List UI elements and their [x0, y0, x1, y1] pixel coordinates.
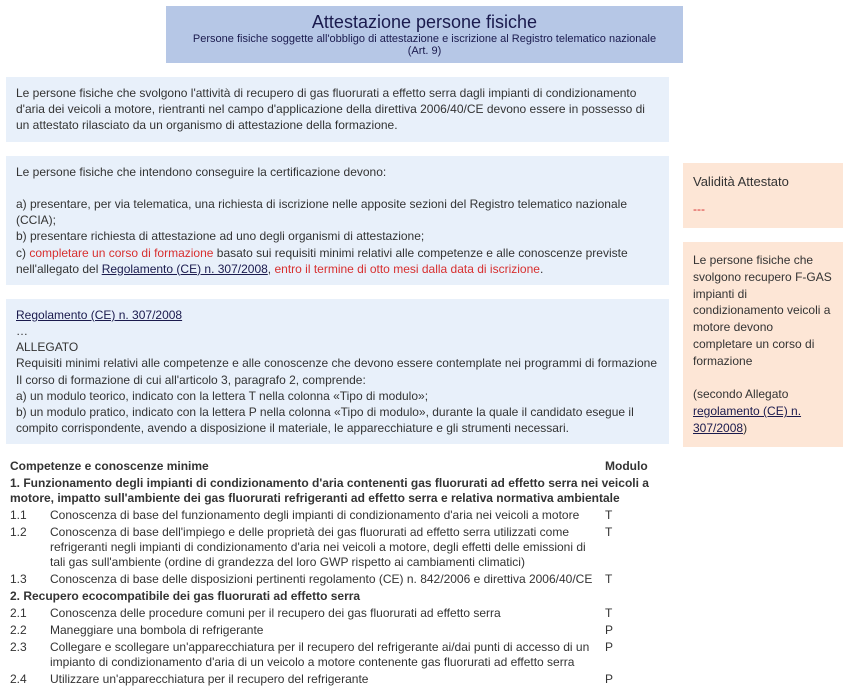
- side-note-prefix: (secondo Allegato: [693, 387, 788, 401]
- validity-box: Validità Attestato ---: [683, 163, 843, 228]
- regulation-b: b) un modulo pratico, indicato con la le…: [16, 405, 634, 435]
- row-num: 1.3: [6, 571, 46, 588]
- regulation-link[interactable]: Regolamento (CE) n. 307/2008: [102, 262, 268, 276]
- ellipsis: …: [16, 324, 28, 338]
- step-b: b) presentare richiesta di attestazione …: [16, 228, 659, 244]
- row-num: 2.1: [6, 605, 46, 622]
- step-a: a) presentare, per via telematica, una r…: [16, 196, 659, 228]
- row-mod: T: [601, 571, 669, 588]
- step-c-prefix: c): [16, 246, 29, 260]
- table-row: 2.1 Conoscenza delle procedure comuni pe…: [6, 605, 669, 622]
- row-mod: T: [601, 507, 669, 524]
- col-competence: Competenze e conoscenze minime: [6, 458, 601, 475]
- page-article: (Art. 9): [176, 45, 673, 57]
- row-mod: T: [601, 605, 669, 622]
- page-title: Attestazione persone fisiche: [176, 12, 673, 33]
- competence-table: Competenze e conoscenze minime Modulo 1.…: [6, 458, 669, 688]
- row-num: 2.3: [6, 639, 46, 671]
- table-row: 1.2 Conoscenza di base dell'impiego e de…: [6, 524, 669, 571]
- table-row: 2.3 Collegare e scollegare un'apparecchi…: [6, 639, 669, 671]
- table-row: 1.1 Conoscenza di base del funzionamento…: [6, 507, 669, 524]
- table-section-1: 1. Funzionamento degli impianti di condi…: [6, 475, 669, 507]
- col-module: Modulo: [601, 458, 669, 475]
- intro-box: Le persone fisiche che svolgono l'attivi…: [6, 77, 669, 142]
- section-1-title: 1. Funzionamento degli impianti di condi…: [6, 475, 669, 507]
- allegato-label: ALLEGATO: [16, 340, 78, 354]
- table-header: Competenze e conoscenze minime Modulo: [6, 458, 669, 475]
- row-desc: Conoscenza delle procedure comuni per il…: [46, 605, 601, 622]
- step-c-deadline: entro il termine di otto mesi dalla data…: [274, 262, 539, 276]
- regulation-a: a) un modulo teorico, indicato con la le…: [16, 389, 428, 403]
- regulation-p1: Requisiti minimi relativi alle competenz…: [16, 356, 657, 386]
- steps-lead: Le persone fisiche che intendono consegu…: [16, 164, 659, 180]
- table-row: 2.2 Maneggiare una bombola di refrigeran…: [6, 622, 669, 639]
- row-desc: Maneggiare una bombola di refrigerante: [46, 622, 601, 639]
- step-c-highlight: completare un corso di formazione: [29, 246, 213, 260]
- section-2-title: 2. Recupero ecocompatibile dei gas fluor…: [6, 588, 669, 605]
- table-row: 2.4 Utilizzare un'apparecchiatura per il…: [6, 671, 669, 688]
- row-desc: Conoscenza di base del funzionamento deg…: [46, 507, 601, 524]
- row-mod: P: [601, 639, 669, 671]
- row-desc: Utilizzare un'apparecchiatura per il rec…: [46, 671, 601, 688]
- row-desc: Conoscenza di base dell'impiego e delle …: [46, 524, 601, 571]
- validity-title: Validità Attestato: [693, 173, 833, 191]
- side-note-box: Le persone fisiche che svolgono recupero…: [683, 242, 843, 447]
- table-row: 1.3 Conoscenza di base delle disposizion…: [6, 571, 669, 588]
- table-section-2: 2. Recupero ecocompatibile dei gas fluor…: [6, 588, 669, 605]
- row-mod: P: [601, 671, 669, 688]
- row-num: 2.2: [6, 622, 46, 639]
- row-num: 2.4: [6, 671, 46, 688]
- side-note-p2: (secondo Allegato regolamento (CE) n. 30…: [693, 386, 833, 436]
- row-num: 1.1: [6, 507, 46, 524]
- side-note-suffix: ): [743, 421, 747, 435]
- step-c: c) completare un corso di formazione bas…: [16, 245, 659, 277]
- row-mod: T: [601, 524, 669, 571]
- row-desc: Conoscenza di base delle disposizioni pe…: [46, 571, 601, 588]
- validity-value: ---: [693, 201, 833, 218]
- row-mod: P: [601, 622, 669, 639]
- side-note-p1: Le persone fisiche che svolgono recupero…: [693, 252, 833, 370]
- page-subtitle: Persone fisiche soggette all'obbligo di …: [176, 33, 673, 45]
- regulation-title-link[interactable]: Regolamento (CE) n. 307/2008: [16, 308, 182, 322]
- steps-box: Le persone fisiche che intendono consegu…: [6, 156, 669, 285]
- step-c-end: .: [540, 262, 543, 276]
- row-desc: Collegare e scollegare un'apparecchiatur…: [46, 639, 601, 671]
- page-header: Attestazione persone fisiche Persone fis…: [166, 6, 683, 63]
- row-num: 1.2: [6, 524, 46, 571]
- regulation-box: Regolamento (CE) n. 307/2008 … ALLEGATO …: [6, 299, 669, 445]
